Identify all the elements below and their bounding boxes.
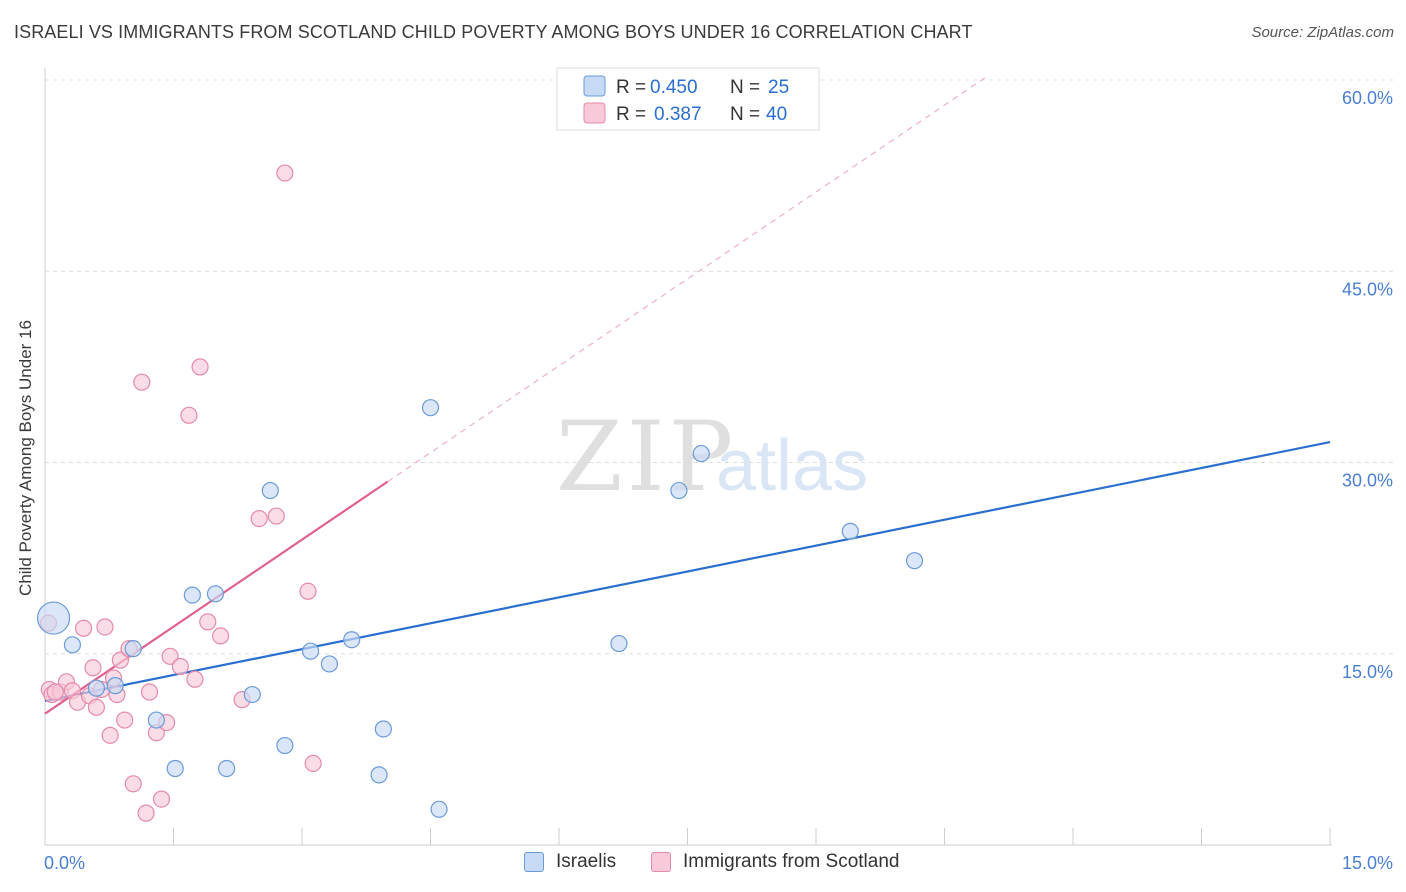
israelis-point-13 xyxy=(301,642,320,660)
israelis-point-3 xyxy=(106,677,124,695)
scotland-swatch xyxy=(651,852,671,872)
israelis-point-15 xyxy=(343,631,361,649)
scotland-point-17 xyxy=(116,711,134,729)
legend-n-value-2: 40 xyxy=(766,104,787,125)
legend-r-value-2: 0.387 xyxy=(654,104,702,125)
y-tick-label-0: 15.0% xyxy=(1342,662,1393,682)
scotland-point-13 xyxy=(101,726,119,744)
chart-title: ISRAELI VS IMMIGRANTS FROM SCOTLAND CHIL… xyxy=(14,22,973,42)
scotland-point-32 xyxy=(212,627,230,645)
scotland-point-39 xyxy=(46,683,64,701)
scotland-point-27 xyxy=(171,657,189,676)
watermark-atlas: atlas xyxy=(716,426,868,506)
series-israelis xyxy=(36,399,924,818)
scotland-point-34 xyxy=(250,509,268,528)
bottom-legend-scotland[interactable]: Immigrants from Scotland xyxy=(651,851,899,873)
israelis-point-2 xyxy=(87,679,106,697)
israelis-point-4 xyxy=(124,640,142,658)
trend-lines xyxy=(44,75,1331,715)
scotland-point-38 xyxy=(304,754,322,773)
scotland-point-36 xyxy=(276,164,294,182)
scotland-point-7 xyxy=(74,619,93,637)
legend-n-value-1: 25 xyxy=(768,77,789,98)
x-tick-label-1: 15.0% xyxy=(1342,853,1393,873)
watermark-zip: ZIP xyxy=(556,401,737,513)
scotland-point-20 xyxy=(133,373,151,391)
scotland-point-10 xyxy=(87,698,106,716)
y-tick-label-2: 45.0% xyxy=(1342,279,1393,299)
series-immigrants-from-scotland xyxy=(39,164,322,822)
tick-labels: 15.0% 30.0% 45.0% 60.0% 0.0% 15.0% xyxy=(44,88,1393,873)
israelis-point-11 xyxy=(261,481,279,500)
israelis-point-0 xyxy=(36,601,71,635)
legend-n-label-2: N = xyxy=(730,104,760,125)
israelis-point-10 xyxy=(243,685,261,704)
bottom-legend: Israelis Immigrants from Scotland xyxy=(0,851,1406,879)
legend-n-label-1: N = xyxy=(730,77,760,98)
scotland-point-26 xyxy=(161,647,179,665)
legend-r-label-2: R = xyxy=(616,104,646,125)
israelis-point-1 xyxy=(63,636,82,654)
israelis-point-14 xyxy=(320,655,339,673)
chart-source: Source: ZipAtlas.com xyxy=(1251,24,1394,41)
legend-r-label-1: R = xyxy=(616,77,646,98)
x-tick-label-0: 0.0% xyxy=(44,853,85,873)
israelis-point-16 xyxy=(370,766,388,784)
israelis-point-7 xyxy=(183,586,201,604)
scotland-point-16 xyxy=(111,651,129,669)
scotland-legend-label: Immigrants from Scotland xyxy=(683,851,900,872)
israelis-point-8 xyxy=(206,585,225,603)
israelis-legend-label: Israelis xyxy=(556,851,617,872)
israelis-point-20 xyxy=(610,634,628,653)
legend-r-value-1: 0.450 xyxy=(650,77,698,98)
y-tick-label-3: 60.0% xyxy=(1342,88,1393,108)
grid-lines xyxy=(45,79,1395,655)
bottom-legend-israelis[interactable]: Israelis xyxy=(524,851,616,873)
israelis-point-22 xyxy=(692,444,710,463)
israelis-point-18 xyxy=(421,399,440,417)
israelis-point-24 xyxy=(905,552,924,570)
israelis-point-6 xyxy=(166,759,184,778)
israelis-point-19 xyxy=(430,800,448,818)
scotland-point-28 xyxy=(180,406,198,424)
scotland-point-9 xyxy=(84,659,102,677)
scotland-point-19 xyxy=(124,775,142,793)
scotland-point-22 xyxy=(140,683,159,701)
scotland-point-21 xyxy=(137,804,155,822)
scotland-point-31 xyxy=(199,613,217,631)
israelis-point-23 xyxy=(841,522,859,540)
y-tick-label-1: 30.0% xyxy=(1342,471,1393,491)
legend-swatch-scotland xyxy=(583,102,606,124)
watermark: ZIP atlas xyxy=(556,401,868,513)
legend-swatch-israelis xyxy=(583,75,606,97)
scotland-point-29 xyxy=(186,670,204,688)
israelis-point-12 xyxy=(276,736,294,755)
israelis-point-17 xyxy=(374,720,392,738)
israelis-point-9 xyxy=(218,759,236,778)
scotland-point-30 xyxy=(191,358,209,376)
trend-line-israelis xyxy=(44,441,1331,703)
israelis-swatch xyxy=(524,852,544,872)
israelis-point-21 xyxy=(670,481,688,500)
scotland-point-12 xyxy=(96,618,114,636)
scotland-point-24 xyxy=(152,790,171,808)
correlation-legend: R = 0.450 N = 25 R = 0.387 N = 40 xyxy=(556,67,820,131)
scotland-point-37 xyxy=(299,582,317,600)
axes xyxy=(44,68,1332,846)
israelis-point-5 xyxy=(147,711,165,729)
scotland-point-35 xyxy=(267,507,285,525)
